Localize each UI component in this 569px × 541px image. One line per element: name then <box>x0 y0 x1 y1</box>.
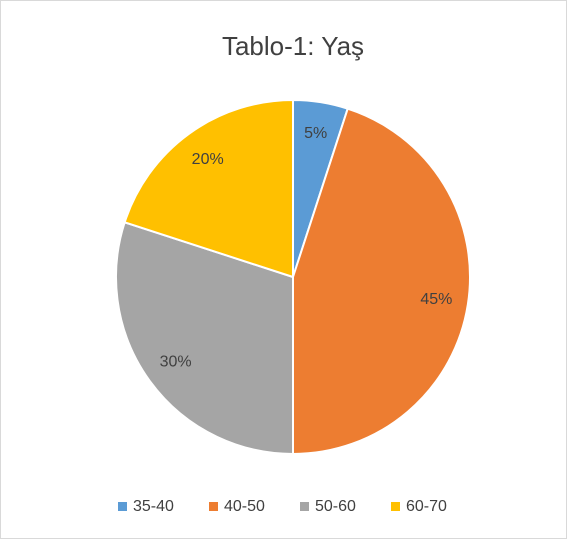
legend-swatch <box>209 502 218 511</box>
data-label: 20% <box>192 151 224 168</box>
legend-label: 60-70 <box>406 498 447 515</box>
data-label: 30% <box>160 354 192 371</box>
pie-slice <box>115 221 294 456</box>
data-label: 45% <box>420 291 452 308</box>
data-label: 5% <box>304 125 327 142</box>
pie-slice <box>292 107 471 456</box>
legend-swatch <box>118 502 127 511</box>
legend-label: 50-60 <box>315 498 356 515</box>
legend-swatch <box>391 502 400 511</box>
pie-slice <box>123 98 294 279</box>
legend-label: 40-50 <box>224 498 265 515</box>
legend-label: 35-40 <box>133 498 174 515</box>
legend-swatch <box>300 502 309 511</box>
chart-title: Tablo-1: Yaş <box>222 31 364 61</box>
